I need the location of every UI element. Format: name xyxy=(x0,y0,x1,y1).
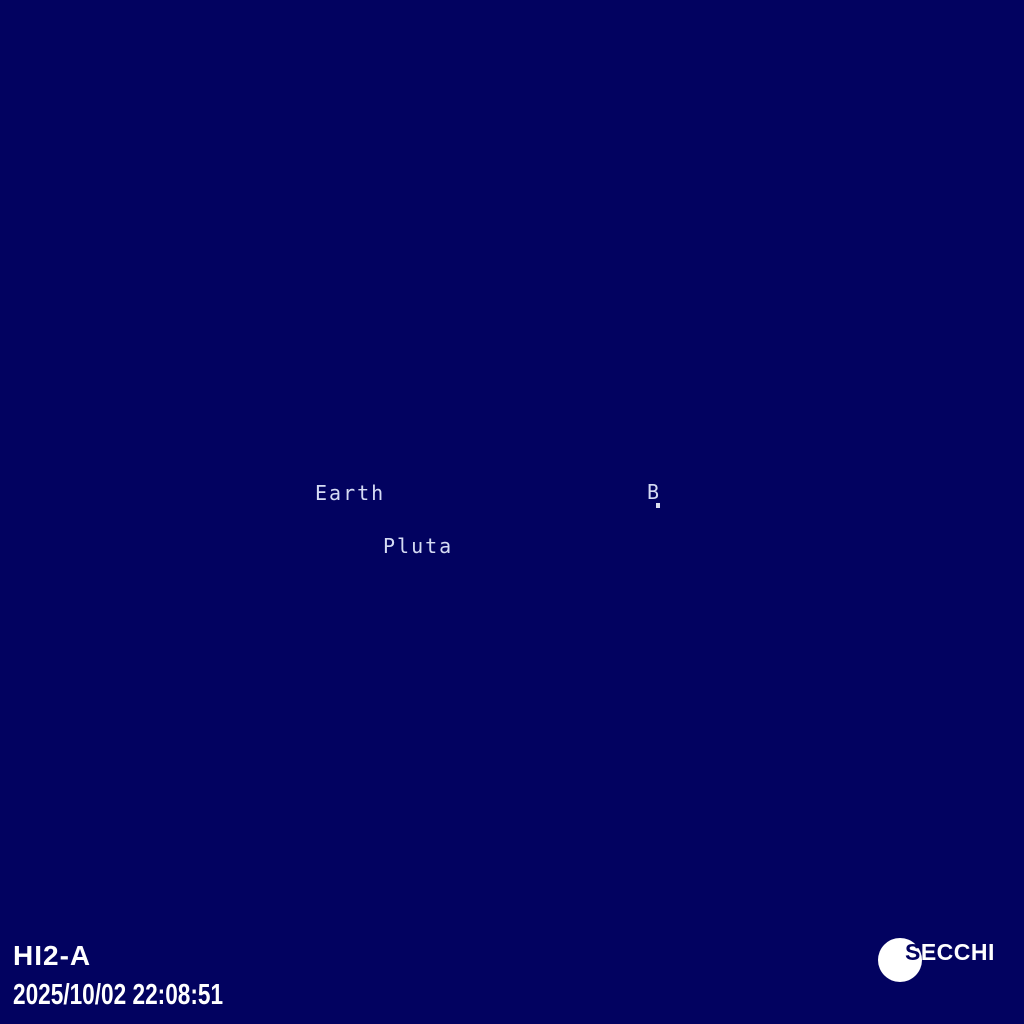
secchi-logo-text: SECCHI xyxy=(905,939,995,966)
image-footer: HI2-A 2025/10/02 22:08:51 xyxy=(13,942,282,1010)
timestamp-label: 2025/10/02 22:08:51 xyxy=(13,979,224,1011)
secchi-logo-rest: ECCHI xyxy=(920,939,995,965)
instrument-label: HI2-A xyxy=(13,940,92,971)
pluta-label: Pluta xyxy=(383,534,454,558)
secchi-logo: SECCHI xyxy=(878,938,1018,984)
b-position-marker xyxy=(656,503,660,508)
earth-label: Earth xyxy=(315,481,386,505)
secchi-logo-first-letter: S xyxy=(905,939,921,965)
b-label: B xyxy=(647,480,662,504)
secchi-logo-circle-icon xyxy=(878,938,922,982)
